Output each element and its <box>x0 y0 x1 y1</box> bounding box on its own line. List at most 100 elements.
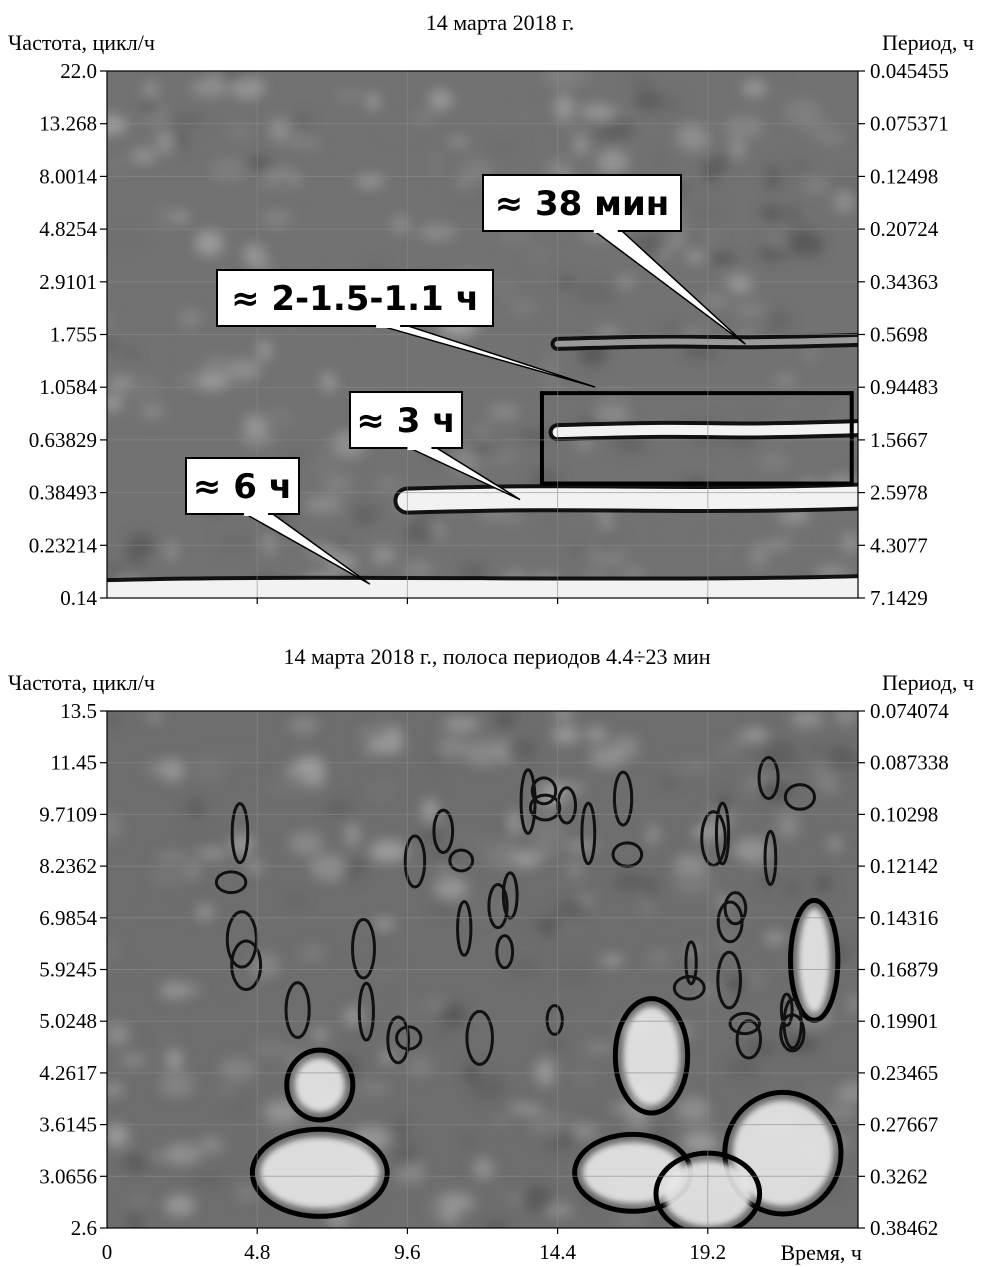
top-y-axis-label-right: Период, ч <box>882 30 974 55</box>
top-texture-blob <box>268 175 298 203</box>
bottom-texture-blob <box>551 724 581 745</box>
bottom-texture-blob <box>155 1030 175 1044</box>
top-y-tick-label-right: 0.045455 <box>870 59 949 83</box>
bottom-y-tick-label-right: 0.3262 <box>870 1164 928 1188</box>
top-texture-blob <box>795 217 813 227</box>
top-ridge <box>397 486 858 511</box>
bottom-texture-blob <box>160 757 185 783</box>
bottom-texture-blob <box>268 773 304 796</box>
bottom-texture-blob <box>546 1037 565 1050</box>
bottom-texture-blob <box>127 1209 144 1228</box>
top-texture-blob <box>191 78 230 98</box>
bottom-texture-blob <box>494 815 510 842</box>
top-texture-blob <box>541 71 580 88</box>
top-annotation-joint <box>376 323 401 328</box>
bottom-texture-blob <box>837 1081 858 1105</box>
bottom-texture-blob <box>406 1054 433 1079</box>
top-texture-blob <box>787 207 800 222</box>
bottom-texture-blob <box>149 867 189 885</box>
bottom-texture-blob <box>815 874 832 895</box>
top-texture-blob <box>228 125 252 140</box>
bottom-texture-blob <box>715 742 746 759</box>
top-texture-blob <box>580 104 615 119</box>
bottom-contour <box>284 1047 356 1123</box>
bottom-texture-blob <box>827 836 842 853</box>
bottom-contour-ring <box>545 1003 564 1036</box>
bottom-texture-blob <box>613 1213 647 1228</box>
bottom-y-axis-label-right: Период, ч <box>882 670 974 695</box>
top-y-tick-label: 1.755 <box>50 323 97 347</box>
top-texture-blob <box>682 348 718 357</box>
bottom-y-tick-label: 4.2617 <box>39 1061 97 1085</box>
top-texture-blob <box>497 228 533 247</box>
bottom-texture-blob <box>646 823 660 846</box>
bottom-chart-title: 14 марта 2018 г., полоса периодов 4.4÷23… <box>283 644 710 669</box>
bottom-contour-ring <box>225 910 258 969</box>
top-texture-blob <box>495 513 528 523</box>
bottom-y-tick-label-right: 0.10298 <box>870 802 938 826</box>
top-texture-blob <box>197 375 230 390</box>
top-texture-blob <box>241 432 272 445</box>
top-texture-blob <box>575 280 616 305</box>
top-y-tick-label: 13.268 <box>39 112 97 136</box>
top-texture-blob <box>528 243 553 264</box>
bottom-texture-blob <box>245 859 264 875</box>
top-texture-blob <box>778 400 809 410</box>
top-texture-blob <box>655 94 684 115</box>
top-texture-blob <box>290 134 303 148</box>
top-texture-blob <box>745 409 763 420</box>
bottom-contour-ring <box>612 770 634 827</box>
bottom-texture-blob <box>427 1201 447 1218</box>
bottom-texture-blob <box>583 1042 615 1053</box>
top-texture-blob <box>802 344 818 363</box>
bottom-texture-blob <box>827 743 857 767</box>
top-texture-blob <box>107 158 129 169</box>
top-texture-blob <box>725 115 764 140</box>
top-texture-blob <box>107 311 116 331</box>
top-texture-blob <box>418 225 457 240</box>
top-texture-blob <box>335 88 364 102</box>
top-annotation-joint <box>244 511 269 516</box>
top-texture-blob <box>401 562 435 577</box>
bottom-texture-blob <box>469 1074 507 1102</box>
top-texture-blob <box>749 543 769 568</box>
bottom-texture-blob <box>325 801 353 814</box>
top-chart-title: 14 марта 2018 г. <box>426 10 574 35</box>
bottom-contour-ring <box>519 768 537 835</box>
bottom-contour-ring <box>783 783 817 811</box>
top-y-tick-label-right: 0.34363 <box>870 270 938 294</box>
bottom-contour-ring <box>487 883 509 930</box>
bottom-texture-blob <box>759 741 799 769</box>
top-texture-blob <box>156 202 171 229</box>
bottom-texture-blob <box>585 725 608 743</box>
top-y-tick-label: 0.14 <box>60 586 97 610</box>
bottom-texture-blob <box>443 716 480 733</box>
bottom-texture-blob <box>344 822 361 848</box>
top-texture-blob <box>600 507 613 534</box>
bottom-texture-blob <box>422 998 447 1010</box>
bottom-texture-blob <box>493 1116 509 1126</box>
top-texture-blob <box>756 452 790 472</box>
top-texture-blob <box>181 339 198 356</box>
bottom-contour-ring <box>432 808 455 854</box>
top-texture-blob <box>760 205 784 222</box>
bottom-texture-blob <box>123 1154 150 1171</box>
top-texture-blob <box>455 177 468 187</box>
bottom-contour-ring <box>779 992 794 1027</box>
top-texture-blob <box>243 415 267 433</box>
top-texture-blob <box>404 524 439 542</box>
bottom-contour-ring <box>580 801 597 866</box>
bottom-texture-blob <box>808 744 825 756</box>
bottom-x-tick-label: 4.8 <box>244 1240 270 1264</box>
bottom-texture-blob <box>646 949 671 968</box>
top-y-tick-label: 2.9101 <box>39 270 97 294</box>
top-y-tick-label-right: 0.5698 <box>870 323 928 347</box>
bottom-contour-ring <box>448 848 475 873</box>
bottom-y-tick-label: 5.0248 <box>39 1009 97 1033</box>
bottom-texture-blob <box>164 1195 196 1216</box>
top-y-tick-label-right: 7.1429 <box>870 586 928 610</box>
bottom-contour-ring <box>351 917 376 980</box>
bottom-texture-blob <box>626 1111 649 1131</box>
bottom-texture-blob <box>191 754 228 782</box>
